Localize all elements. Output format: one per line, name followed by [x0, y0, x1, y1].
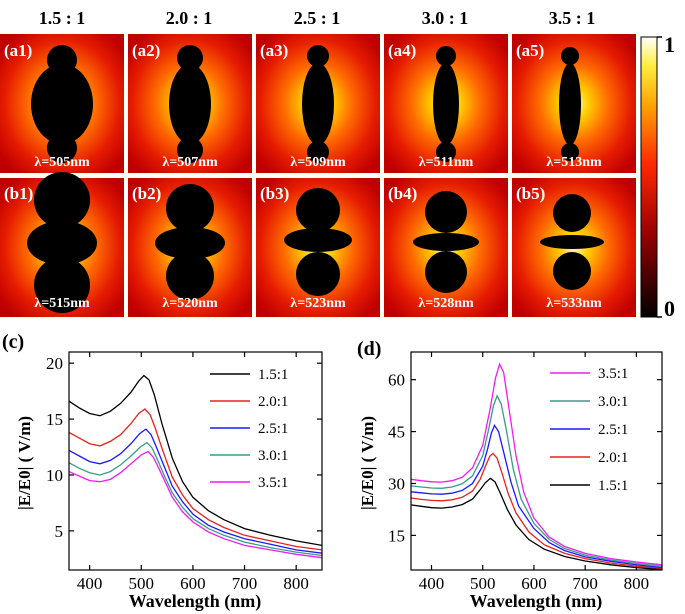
panel-label: (b3) [260, 184, 289, 203]
chart-d-frame [410, 351, 663, 571]
series-line-1.5:1 [69, 374, 322, 547]
field-map-row-b: (b1) λ=515nm (b2) λ=520nm (b3) λ=523nm (… [0, 172, 636, 317]
wavelength-label: λ=528nm [418, 296, 474, 311]
wavelength-label: λ=523nm [290, 296, 346, 311]
panel-label: (a1) [4, 41, 32, 60]
legend-label: 3.0:1 [598, 394, 628, 410]
legend-label: 2.0:1 [258, 394, 288, 410]
chart-c-xlabel: Wavelength (nm) [129, 591, 262, 612]
legend-label: 2.5:1 [598, 422, 628, 438]
ratio-header-5: 3.5 : 1 [549, 8, 596, 28]
x-tick-label: 400 [419, 574, 445, 593]
legend-label: 2.5:1 [258, 421, 288, 437]
series-line-2.0:1 [69, 408, 322, 551]
wavelength-label: λ=515nm [34, 296, 90, 311]
y-tick-label: 60 [388, 371, 405, 390]
y-tick-label: 45 [388, 423, 405, 442]
chart-d-ylabel: |E/E0| ( V/m) [358, 416, 377, 510]
series-lines [69, 374, 322, 559]
wavelength-label: λ=520nm [162, 296, 218, 311]
series-lines [411, 362, 662, 570]
y-tick-label: 10 [46, 466, 63, 485]
wavelength-label: λ=507nm [162, 155, 218, 170]
wavelength-label: λ=511nm [419, 155, 474, 170]
legend-label: 3.5:1 [258, 475, 288, 491]
field-map-a1: (a1) λ=505nm [0, 34, 124, 173]
field-map-a5: (a5) λ=513nm [512, 34, 636, 173]
series-line-3.5:1 [411, 362, 662, 566]
field-map-a3: (a3) λ=509nm [256, 34, 380, 173]
legend-label: 3.0:1 [258, 448, 288, 464]
ratio-header-1: 1.5 : 1 [39, 8, 86, 28]
panel-label: (b4) [388, 184, 417, 203]
panel-label: (b1) [4, 184, 33, 203]
series-line-3.5:1 [69, 450, 322, 559]
panel-label: (a4) [388, 41, 416, 60]
field-map-b1: (b1) λ=515nm [0, 172, 124, 317]
y-tick-label: 5 [55, 522, 64, 541]
y-tick-label: 20 [46, 354, 63, 373]
series-line-3.0:1 [69, 441, 322, 557]
colorbar-min-label: 0 [664, 296, 675, 321]
panel-label: (a2) [132, 41, 160, 60]
series-line-3.0:1 [411, 394, 662, 567]
colorbar-max-label: 1 [664, 32, 675, 57]
series-line-2.5:1 [69, 428, 322, 554]
x-tick-label: 700 [572, 574, 598, 593]
panel-label: (a3) [260, 41, 288, 60]
x-tick-label: 500 [129, 574, 155, 593]
field-map-b2: (b2) λ=520nm [128, 178, 252, 317]
field-map-row-a: (a1) λ=505nm (a2) λ=507nm (a3) λ=509nm (… [0, 34, 636, 173]
x-tick-label: 700 [232, 574, 258, 593]
chart-c-ylabel: |E/E0| ( V/m) [15, 416, 34, 510]
y-tick-label: 15 [46, 410, 63, 429]
y-tick-label: 30 [388, 474, 405, 493]
field-map-a4: (a4) λ=511nm [384, 34, 508, 173]
chart-c-frame [68, 351, 323, 571]
field-map-b5: (b5) λ=533nm [512, 178, 636, 317]
wavelength-label: λ=505nm [34, 155, 90, 170]
panel-label: (b2) [132, 184, 161, 203]
y-tick-label: 15 [388, 526, 405, 545]
ratio-header-2: 2.0 : 1 [166, 8, 213, 28]
x-tick-label: 600 [521, 574, 547, 593]
panel-label: (a5) [516, 41, 544, 60]
x-tick-label: 600 [180, 574, 206, 593]
series-line-2.0:1 [411, 452, 662, 570]
ratio-header-3: 2.5 : 1 [294, 8, 341, 28]
ratio-header-4: 3.0 : 1 [422, 8, 469, 28]
colorbar: 1 0 [640, 32, 675, 321]
legend-label: 2.0:1 [598, 450, 628, 466]
legend-label: 1.5:1 [598, 478, 628, 494]
field-map-b4: (b4) λ=528nm [384, 178, 508, 317]
chart-d-xlabel: Wavelength (nm) [470, 591, 603, 612]
x-tick-label: 800 [283, 574, 309, 593]
chart-c: (c) 400 500 600 700 800 5 10 15 20 1.5:1 2.0:1 2.5:… [2, 331, 323, 612]
legend-label: 3.5:1 [598, 366, 628, 382]
chart-c-panel-label: (c) [2, 331, 24, 353]
x-tick-label: 800 [624, 574, 650, 593]
chart-d-panel-label: (d) [357, 338, 381, 360]
panel-label: (b5) [516, 184, 545, 203]
series-line-2.5:1 [411, 424, 662, 569]
x-tick-label: 400 [77, 574, 103, 593]
ratio-headers: 1.5 : 1 2.0 : 1 2.5 : 1 3.0 : 1 3.5 : 1 [39, 8, 596, 28]
wavelength-label: λ=513nm [546, 155, 602, 170]
series-line-1.5:1 [411, 477, 662, 570]
colorbar-gradient [640, 36, 658, 318]
wavelength-label: λ=509nm [290, 155, 346, 170]
field-map-a2: (a2) λ=507nm [128, 34, 252, 173]
legend-label: 1.5:1 [258, 367, 288, 383]
wavelength-label: λ=533nm [546, 296, 602, 311]
chart-d: (d) 400 500 600 700 800 15 30 45 60 3.5:1 3.0:1 2.5… [357, 338, 663, 612]
field-map-b3: (b3) λ=523nm [256, 178, 380, 317]
x-tick-label: 500 [470, 574, 496, 593]
